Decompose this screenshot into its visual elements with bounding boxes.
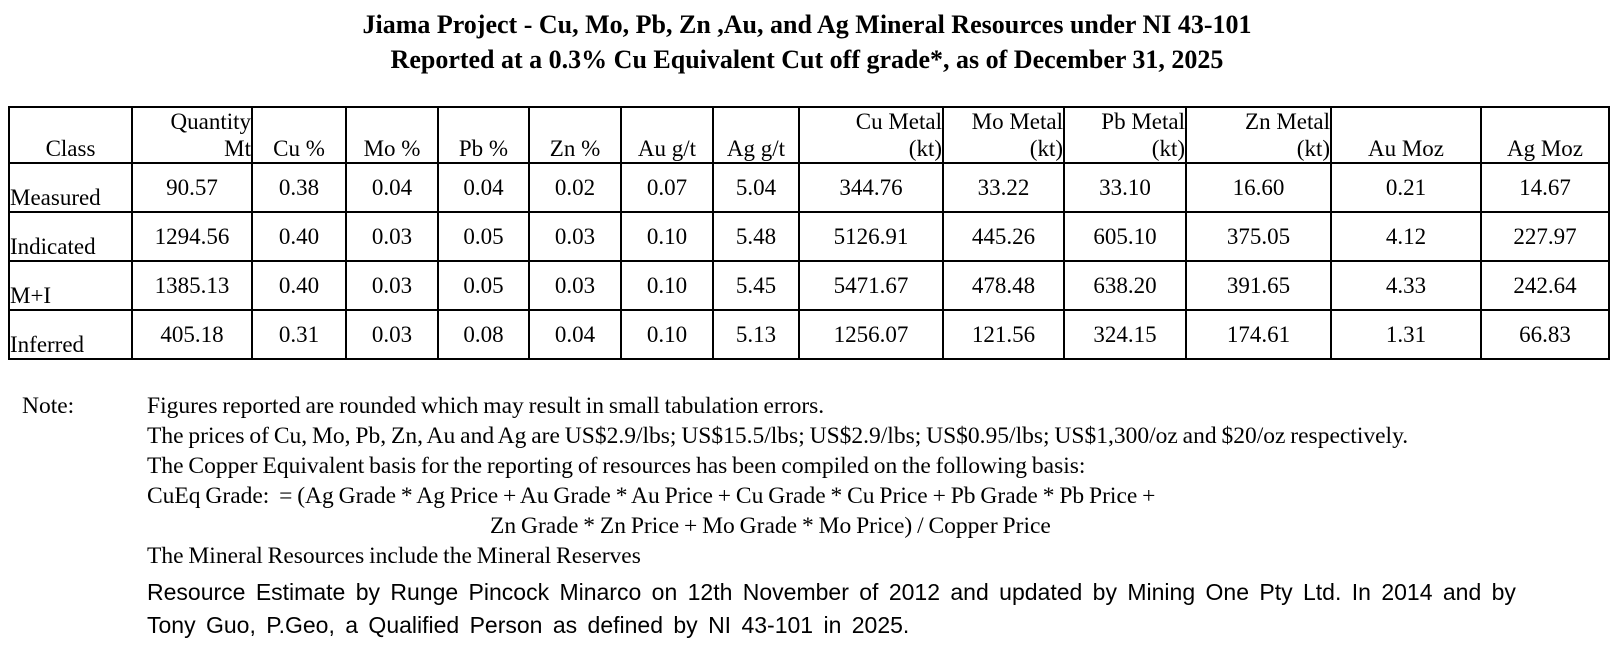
- cell-cu-pct: 0.40: [251, 211, 347, 262]
- header-au-gpt: Au g/t: [620, 106, 714, 164]
- header-quantity-mt: Quantity Mt: [131, 106, 253, 164]
- cell-pb-metal: 33.10: [1063, 162, 1187, 213]
- cell-mo-metal: 121.56: [942, 309, 1065, 360]
- cell-ag-moz: 242.64: [1480, 260, 1610, 311]
- cell-cu-pct: 0.38: [251, 162, 347, 213]
- cell-au-gpt: 0.10: [620, 260, 714, 311]
- note-line-cueq-formula-1: CuEq Grade: = (Ag Grade * Ag Price + Au …: [147, 483, 1156, 509]
- title-line-1: Jiama Project - Cu, Mo, Pb, Zn ,Au, and …: [362, 10, 1252, 39]
- cell-ag-gpt: 5.45: [712, 260, 800, 311]
- cell-zn-metal: 174.61: [1185, 309, 1332, 360]
- note-line-resource-estimate: Resource Estimate by Runge Pincock Minar…: [147, 579, 1516, 605]
- cell-mo-pct: 0.03: [345, 260, 439, 311]
- cell-mo-metal: 33.22: [942, 162, 1065, 213]
- row-label: M+I: [8, 260, 133, 311]
- note-label: Note:: [22, 393, 75, 419]
- note-line-cueq-basis: The Copper Equivalent basis for the repo…: [147, 453, 1086, 479]
- cell-zn-pct: 0.04: [528, 309, 622, 360]
- row-label: Inferred: [8, 309, 133, 360]
- cell-cu-pct: 0.40: [251, 260, 347, 311]
- cell-cu-metal: 5126.91: [798, 211, 944, 262]
- table-row-m-plus-i: M+I 1385.13 0.40 0.03 0.05 0.03 0.10 5.4…: [8, 260, 1610, 311]
- cell-au-moz: 4.33: [1330, 260, 1482, 311]
- header-ag-moz: Ag Moz: [1480, 106, 1610, 164]
- header-cu-metal-kt: Cu Metal (kt): [798, 106, 944, 164]
- cell-cu-metal: 1256.07: [798, 309, 944, 360]
- header-au-moz: Au Moz: [1330, 106, 1482, 164]
- header-pb-pct: Pb %: [437, 106, 530, 164]
- cell-ag-moz: 14.67: [1480, 162, 1610, 213]
- cell-pb-pct: 0.05: [437, 260, 530, 311]
- cell-au-moz: 1.31: [1330, 309, 1482, 360]
- note-line-prices: The prices of Cu, Mo, Pb, Zn, Au and Ag …: [147, 423, 1409, 449]
- cell-pb-metal: 638.20: [1063, 260, 1187, 311]
- cell-au-gpt: 0.07: [620, 162, 714, 213]
- header-zn-pct: Zn %: [528, 106, 622, 164]
- table-header-row: Class Quantity Mt Cu % Mo % Pb % Zn % Au…: [8, 106, 1610, 164]
- note-line-qualified-person: Tony Guo, P.Geo, a Qualified Person as d…: [147, 612, 910, 638]
- note-line-cueq-formula-2: Zn Grade * Zn Price + Mo Grade * Mo Pric…: [490, 513, 1051, 539]
- header-zn-metal-kt: Zn Metal (kt): [1185, 106, 1332, 164]
- cell-pb-pct: 0.05: [437, 211, 530, 262]
- cell-au-gpt: 0.10: [620, 309, 714, 360]
- cell-ag-gpt: 5.04: [712, 162, 800, 213]
- cell-pb-pct: 0.04: [437, 162, 530, 213]
- cell-zn-pct: 0.03: [528, 260, 622, 311]
- cell-zn-pct: 0.03: [528, 211, 622, 262]
- cell-pb-pct: 0.08: [437, 309, 530, 360]
- cell-quantity: 90.57: [131, 162, 253, 213]
- cell-pb-metal: 605.10: [1063, 211, 1187, 262]
- cell-quantity: 405.18: [131, 309, 253, 360]
- mineral-resources-table: Class Quantity Mt Cu % Mo % Pb % Zn % Au…: [8, 106, 1610, 360]
- header-ag-gpt: Ag g/t: [712, 106, 800, 164]
- row-label: Indicated: [8, 211, 133, 262]
- cell-ag-moz: 227.97: [1480, 211, 1610, 262]
- document-title: Jiama Project - Cu, Mo, Pb, Zn ,Au, and …: [0, 7, 1614, 77]
- notes-block: Figures reported are rounded which may r…: [147, 391, 1607, 642]
- cell-quantity: 1385.13: [131, 260, 253, 311]
- cell-cu-metal: 344.76: [798, 162, 944, 213]
- header-pb-metal-kt: Pb Metal (kt): [1063, 106, 1187, 164]
- cell-zn-metal: 16.60: [1185, 162, 1332, 213]
- cell-au-gpt: 0.10: [620, 211, 714, 262]
- cell-zn-pct: 0.02: [528, 162, 622, 213]
- cell-mo-metal: 478.48: [942, 260, 1065, 311]
- table-row-indicated: Indicated 1294.56 0.40 0.03 0.05 0.03 0.…: [8, 211, 1610, 262]
- title-line-2: Reported at a 0.3% Cu Equivalent Cut off…: [390, 45, 1224, 74]
- cell-mo-pct: 0.03: [345, 211, 439, 262]
- cell-ag-moz: 66.83: [1480, 309, 1610, 360]
- header-mo-metal-kt: Mo Metal (kt): [942, 106, 1065, 164]
- cell-ag-gpt: 5.48: [712, 211, 800, 262]
- cell-quantity: 1294.56: [131, 211, 253, 262]
- cell-zn-metal: 391.65: [1185, 260, 1332, 311]
- cell-mo-pct: 0.03: [345, 309, 439, 360]
- header-class: Class: [8, 106, 133, 164]
- cell-cu-metal: 5471.67: [798, 260, 944, 311]
- cell-au-moz: 4.12: [1330, 211, 1482, 262]
- cell-ag-gpt: 5.13: [712, 309, 800, 360]
- cell-au-moz: 0.21: [1330, 162, 1482, 213]
- header-mo-pct: Mo %: [345, 106, 439, 164]
- cell-mo-pct: 0.04: [345, 162, 439, 213]
- cell-zn-metal: 375.05: [1185, 211, 1332, 262]
- cell-pb-metal: 324.15: [1063, 309, 1187, 360]
- row-label: Measured: [8, 162, 133, 213]
- cell-cu-pct: 0.31: [251, 309, 347, 360]
- header-cu-pct: Cu %: [251, 106, 347, 164]
- table-row-inferred: Inferred 405.18 0.31 0.03 0.08 0.04 0.10…: [8, 309, 1610, 360]
- cell-mo-metal: 445.26: [942, 211, 1065, 262]
- table-row-measured: Measured 90.57 0.38 0.04 0.04 0.02 0.07 …: [8, 162, 1610, 213]
- note-line-reserves: The Mineral Resources include the Minera…: [147, 543, 641, 569]
- note-line-rounding: Figures reported are rounded which may r…: [147, 393, 825, 419]
